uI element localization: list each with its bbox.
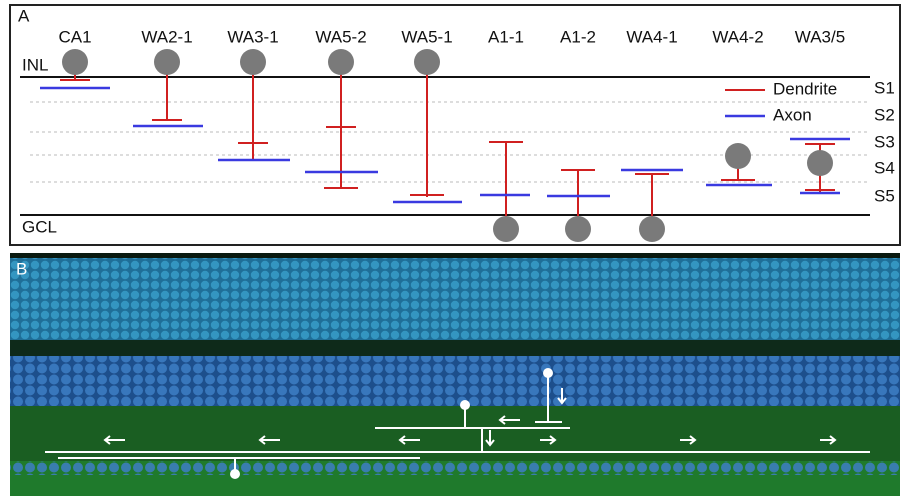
cell-label: A1-2 <box>560 27 596 46</box>
shape-circle <box>460 400 470 410</box>
panel-label: B <box>16 259 27 278</box>
shape <box>10 461 900 475</box>
stratum-label: S4 <box>874 158 895 177</box>
cell-label: WA4-2 <box>712 27 763 46</box>
shape-circle <box>543 368 553 378</box>
shape <box>10 356 900 406</box>
shape-circle <box>240 49 266 75</box>
cell-label: WA5-1 <box>401 27 452 46</box>
shape <box>10 258 900 340</box>
shape-circle <box>62 49 88 75</box>
layer-label: GCL <box>22 217 57 236</box>
shape: CA1 WA2-1 WA3-1 WA5-2 WA5-1 A1-1 A1-2 WA… <box>58 27 845 46</box>
shape-circle <box>725 143 751 169</box>
cell-label: WA3-1 <box>227 27 278 46</box>
stratum-label: S3 <box>874 132 895 151</box>
cell-label: WA2-1 <box>141 27 192 46</box>
stratum-label: S1 <box>874 78 895 97</box>
panel-b: B <box>10 253 900 496</box>
shape-circle <box>639 216 665 242</box>
legend-label: Axon <box>773 105 812 124</box>
figure: A INL GCL S1 S2 S3 S4 S5 CA1 WA2-1 WA3-1… <box>0 0 906 496</box>
cell-label: WA3/5 <box>795 27 845 46</box>
shape-circle <box>807 150 833 176</box>
page: A INL GCL S1 S2 S3 S4 S5 CA1 WA2-1 WA3-1… <box>0 0 906 496</box>
shape-circle <box>154 49 180 75</box>
cell-label: WA5-2 <box>315 27 366 46</box>
shape-circle <box>565 216 591 242</box>
cell-label: WA4-1 <box>626 27 677 46</box>
shape-circle <box>414 49 440 75</box>
cell-label: A1-1 <box>488 27 524 46</box>
shape-circle <box>328 49 354 75</box>
shape-circle <box>493 216 519 242</box>
stratum-label: S2 <box>874 105 895 124</box>
shape <box>10 340 900 356</box>
cell-label: CA1 <box>58 27 91 46</box>
stratum-label: S5 <box>874 186 895 205</box>
panel-a: A INL GCL S1 S2 S3 S4 S5 CA1 WA2-1 WA3-1… <box>10 5 900 245</box>
legend-label: Dendrite <box>773 79 837 98</box>
layer-label: INL <box>22 55 48 74</box>
panel-label: A <box>18 6 30 25</box>
shape-circle <box>230 469 240 479</box>
